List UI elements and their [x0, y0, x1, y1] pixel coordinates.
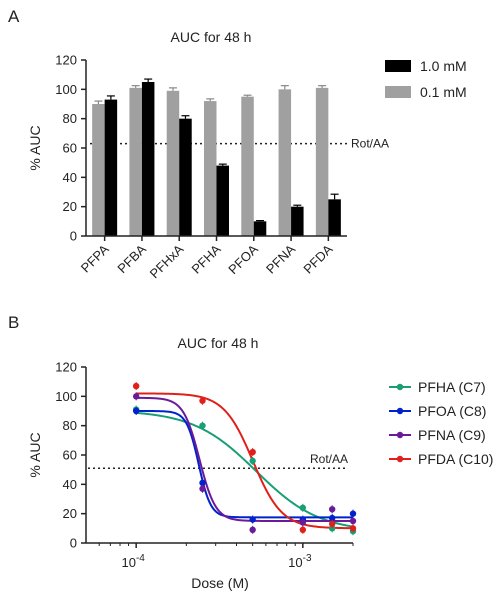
panel-b-point: [249, 526, 256, 533]
panel-a-x-tick-label: PFBA: [114, 241, 149, 276]
panel-a-bars: [92, 78, 341, 237]
panel-a-title: AUC for 48 h: [171, 29, 252, 45]
panel-a-bar: [328, 199, 341, 236]
panel-b-reference: Rot/AA: [88, 452, 348, 469]
panel-b-y-ticks: 0 20 40 60 80 100 120: [55, 360, 86, 551]
panel-b-point: [132, 382, 140, 390]
panel-b-legend: PFHA (C7) PFOA (C8) PFNA (C9) PFDA (C10): [389, 379, 493, 467]
panel-b-point: [299, 519, 307, 526]
panel-a: A AUC for 48 h % AUC 0 20 40 60 80 100 120 Rot…: [8, 7, 467, 281]
panel-b-point: [328, 525, 336, 532]
panel-b-y-tick-label: 100: [55, 389, 77, 404]
panel-b-fit-curve: [136, 392, 354, 530]
panel-b-fit-curve: [136, 411, 354, 528]
panel-b-reference-label: Rot/AA: [310, 452, 348, 466]
panel-a-reference-label: Rot/AA: [351, 137, 389, 151]
panel-b-point: [328, 506, 336, 513]
panel-a-y-axis-label: % AUC: [27, 125, 43, 170]
panel-b-point: [299, 526, 307, 533]
panel-b-x-axis-label: Dose (M): [191, 575, 249, 591]
panel-b-legend-label: PFNA (C9): [418, 427, 486, 443]
panel-a-x-tick-label: PFPA: [78, 241, 112, 275]
panel-a-y-tick-label: 100: [55, 82, 77, 97]
panel-b-legend-marker: [396, 455, 404, 463]
panel-b-point: [199, 485, 206, 492]
panel-a-bar: [204, 101, 217, 236]
panel-b-y-tick-label: 0: [70, 536, 77, 551]
panel-b-y-tick-label: 80: [63, 418, 77, 433]
panel-a-x-tick-label: PFHxA: [147, 241, 187, 281]
panel-b-y-tick-label: 60: [63, 448, 77, 463]
panel-a-bar: [278, 89, 292, 236]
panel-a-bar: [179, 118, 192, 236]
panel-a-bar: [253, 221, 267, 236]
panel-b-point: [132, 407, 140, 415]
panel-a-legend-swatch: [385, 86, 411, 98]
panel-a-x-tick-label: PFNA: [263, 241, 298, 276]
panel-b-x-tick-label: 10-4: [121, 553, 145, 570]
panel-b-point: [132, 393, 140, 400]
panel-b-point: [328, 514, 336, 522]
panel-a-bar: [129, 87, 142, 236]
panel-a-reference: Rot/AA: [90, 137, 389, 151]
panel-a-y-ticks: 0 20 40 60 80 100 120: [55, 53, 86, 244]
panel-b-point: [349, 510, 357, 517]
panel-a-bar: [166, 90, 180, 236]
panel-b-legend-marker: [396, 407, 404, 415]
panel-a-bar: [141, 82, 155, 236]
panel-a-legend-swatch: [385, 60, 411, 72]
panel-a-legend-label: 0.1 mM: [420, 84, 467, 100]
panel-b-point: [199, 397, 206, 404]
panel-a-bar: [104, 99, 118, 236]
panel-a-y-tick-label: 0: [70, 229, 77, 244]
panel-a-x-tick-label: PFHA: [188, 241, 223, 276]
panel-b-point: [249, 516, 256, 523]
panel-b-point: [328, 520, 336, 528]
panel-b-axes: [85, 367, 353, 544]
panel-b-y-tick-label: 40: [63, 477, 77, 492]
panel-b-x-ticks: 10-4 10-3: [98, 543, 354, 570]
panel-a-bar: [241, 96, 254, 237]
panel-a-bar: [315, 87, 329, 236]
panel-b-point: [349, 525, 357, 532]
panel-b-y-axis-label: % AUC: [27, 432, 43, 477]
panel-a-bar: [92, 104, 105, 236]
panel-b-point: [199, 422, 206, 429]
panel-b-point: [249, 457, 256, 465]
panel-b-point: [199, 479, 206, 487]
panel-b-y-tick-label: 120: [55, 360, 77, 375]
panel-a-x-tick-label: PFDA: [300, 241, 335, 276]
panel-a-y-tick-label: 60: [63, 141, 77, 156]
panel-b-point: [349, 517, 357, 525]
panel-a-y-tick-label: 120: [55, 53, 77, 68]
panel-a-legend-label: 1.0 mM: [420, 58, 467, 74]
panel-a-y-tick-label: 40: [63, 170, 77, 185]
panel-b-fit-curve: [136, 396, 353, 522]
panel-b: B AUC for 48 h % AUC Dose (M) 0 20 40 60 80 1…: [8, 313, 493, 591]
panel-b-legend-marker: [396, 431, 404, 439]
panel-a-y-tick-label: 80: [63, 111, 77, 126]
panel-a-bar: [291, 206, 304, 236]
panel-b-point: [249, 448, 256, 456]
panel-a-bar: [216, 165, 229, 236]
panel-b-legend-label: PFOA (C8): [418, 403, 486, 419]
panel-a-x-tick-label: PFOA: [225, 241, 261, 277]
panel-b-legend-label: PFHA (C7): [418, 379, 486, 395]
panel-a-letter: A: [8, 7, 20, 26]
panel-b-y-tick-label: 20: [63, 506, 77, 521]
panel-b-fit-curves: [136, 392, 354, 530]
panel-b-letter: B: [8, 313, 19, 332]
panel-b-point: [299, 504, 307, 511]
panel-b-legend-label: PFDA (C10): [418, 451, 493, 467]
panel-a-legend: 1.0 mM 0.1 mM: [385, 58, 467, 100]
panel-b-title: AUC for 48 h: [178, 335, 259, 351]
panel-a-y-tick-label: 20: [63, 199, 77, 214]
panel-b-points: [132, 382, 357, 536]
panel-b-legend-marker: [396, 383, 404, 391]
panel-b-x-tick-label: 10-3: [288, 553, 312, 570]
panel-b-fit-curve: [136, 410, 353, 519]
